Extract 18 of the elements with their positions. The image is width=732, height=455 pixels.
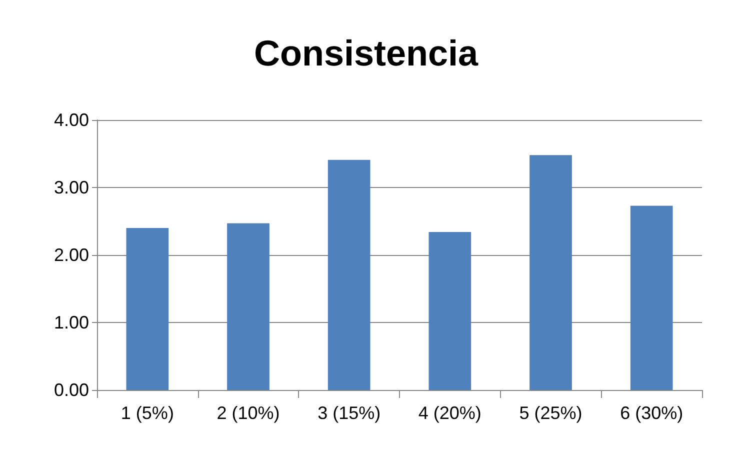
y-tick-label: 1.00	[54, 312, 89, 332]
y-tick-label: 3.00	[54, 178, 89, 198]
x-tick-label: 5 (25%)	[519, 403, 582, 423]
x-tick-label: 3 (15%)	[318, 403, 381, 423]
chart-title: Consistencia	[254, 32, 480, 74]
x-tick-label: 6 (30%)	[620, 403, 684, 423]
x-tick-label: 1 (5%)	[120, 403, 174, 423]
bar	[126, 228, 169, 390]
bar	[328, 160, 370, 390]
bar	[530, 155, 572, 390]
y-tick-label: 0.00	[54, 380, 89, 400]
x-tick-label: 4 (20%)	[418, 403, 482, 423]
bar	[227, 223, 270, 390]
y-tick-label: 2.00	[54, 245, 89, 265]
x-tick-label: 2 (10%)	[216, 403, 280, 423]
y-tick-label: 4.00	[54, 110, 89, 130]
bar	[428, 232, 472, 390]
bar	[630, 206, 673, 390]
